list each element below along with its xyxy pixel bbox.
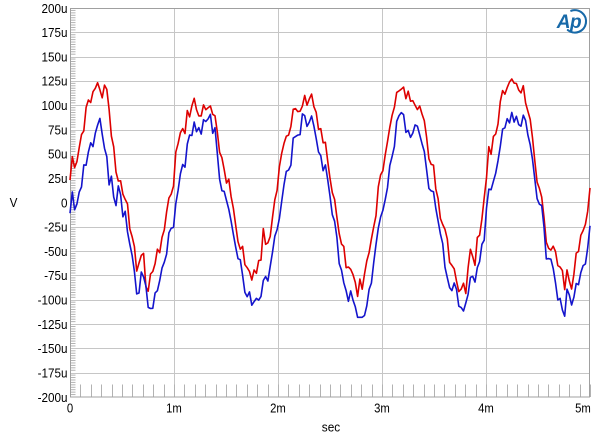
svg-text:150u: 150u bbox=[42, 49, 68, 64]
svg-text:-175u: -175u bbox=[38, 366, 68, 381]
svg-text:-150u: -150u bbox=[38, 341, 68, 356]
svg-text:3m: 3m bbox=[374, 400, 390, 415]
svg-text:-75u: -75u bbox=[44, 268, 67, 283]
svg-text:V: V bbox=[10, 195, 18, 210]
svg-text:25u: 25u bbox=[48, 171, 68, 186]
svg-text:-25u: -25u bbox=[44, 220, 67, 235]
svg-text:-125u: -125u bbox=[38, 317, 68, 332]
svg-text:125u: 125u bbox=[42, 74, 68, 89]
svg-text:200u: 200u bbox=[42, 1, 68, 16]
svg-text:1m: 1m bbox=[166, 400, 182, 415]
svg-text:5m: 5m bbox=[575, 400, 591, 415]
svg-text:Ap: Ap bbox=[556, 12, 581, 33]
svg-text:0: 0 bbox=[67, 400, 73, 415]
svg-text:-200u: -200u bbox=[38, 390, 68, 405]
svg-text:4m: 4m bbox=[478, 400, 494, 415]
svg-text:50u: 50u bbox=[48, 147, 68, 162]
svg-text:sec: sec bbox=[322, 419, 341, 434]
svg-text:-50u: -50u bbox=[44, 244, 67, 259]
svg-text:2m: 2m bbox=[270, 400, 286, 415]
svg-text:75u: 75u bbox=[48, 122, 68, 137]
svg-text:175u: 175u bbox=[42, 25, 68, 40]
svg-text:0: 0 bbox=[61, 195, 68, 210]
svg-text:-100u: -100u bbox=[38, 293, 68, 308]
svg-text:100u: 100u bbox=[42, 98, 68, 113]
